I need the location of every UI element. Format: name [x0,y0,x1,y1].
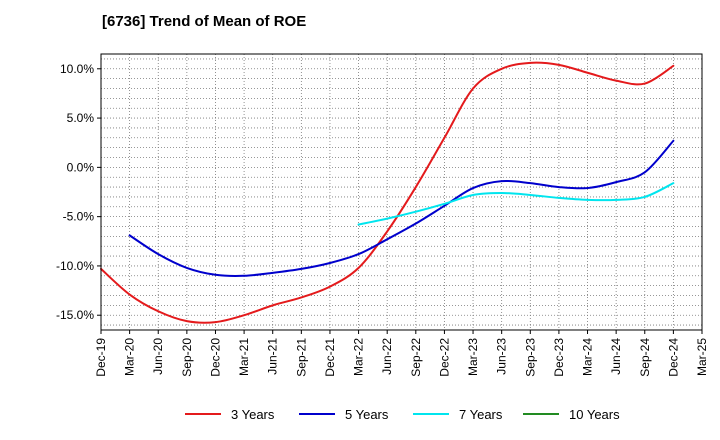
legend-item: 3 Years [185,404,274,424]
y-tick-label: 5.0% [67,111,95,125]
y-tick-label: -10.0% [56,259,94,273]
legend-item: 10 Years [523,404,620,424]
series-lines [100,61,675,324]
plot-area [101,54,702,330]
series-line-5-years [128,139,675,277]
x-tick-label: Dec-24 [666,338,680,377]
y-tick-label: -5.0% [63,210,95,224]
x-tick-label: Mar-23 [466,338,480,376]
legend-swatch [523,413,559,415]
plot-border [100,53,703,331]
x-tick-label: Sep-24 [638,338,652,377]
line-chart: 10.0% 5.0% 0.0% -5.0% -10.0% -15.0% Dec-19 Mar… [56,53,709,377]
x-tick-label: Dec-22 [437,338,451,377]
x-tick-label: Mar-25 [695,338,709,376]
grid-lines [101,54,702,330]
x-tick-label: Sep-22 [409,338,423,377]
y-tick-label: -15.0% [56,308,94,322]
x-tick-label: Jun-22 [380,338,394,375]
legend-label: 5 Years [345,406,389,422]
x-tick-label: Sep-20 [180,338,194,377]
legend: 3 Years 5 Years 7 Years 10 Years [0,404,720,424]
x-tick-label: Dec-23 [552,338,566,377]
legend-label: 3 Years [231,406,275,422]
series-line-7-years [357,182,675,226]
legend-swatch [185,413,221,415]
x-tick-label: Mar-24 [581,338,595,376]
x-tick-label: Jun-21 [266,338,280,375]
series-line-3-years [100,61,675,324]
chart-title: [6736] Trend of Mean of ROE [102,13,307,30]
x-tick-label: Mar-22 [352,338,366,376]
x-tick-label: Sep-21 [294,338,308,377]
x-tick-label: Sep-23 [523,338,537,377]
x-tick-label: Jun-23 [495,338,509,375]
x-tick-label: Mar-20 [123,338,137,376]
x-tick-label: Jun-24 [609,338,623,375]
x-tick-label: Dec-19 [94,338,108,377]
legend-swatch [413,413,449,415]
y-tick-label: 10.0% [60,62,94,76]
x-tick-label: Mar-21 [237,338,251,376]
x-tick-label: Jun-20 [151,338,165,375]
x-tick-label: Dec-20 [208,338,222,377]
legend-item: 7 Years [413,404,502,424]
x-axis-ticks: Dec-19 Mar-20 Jun-20 Sep-20 Dec-20 Mar-21 Jun-… [94,330,709,377]
legend-swatch [299,413,335,415]
legend-label: 10 Years [569,406,620,422]
x-tick-label: Dec-21 [323,338,337,377]
y-axis-ticks: 10.0% 5.0% 0.0% -5.0% -10.0% -15.0% [56,62,101,322]
legend-label: 7 Years [459,406,503,422]
legend-item: 5 Years [299,404,388,424]
y-tick-label: 0.0% [67,160,95,174]
